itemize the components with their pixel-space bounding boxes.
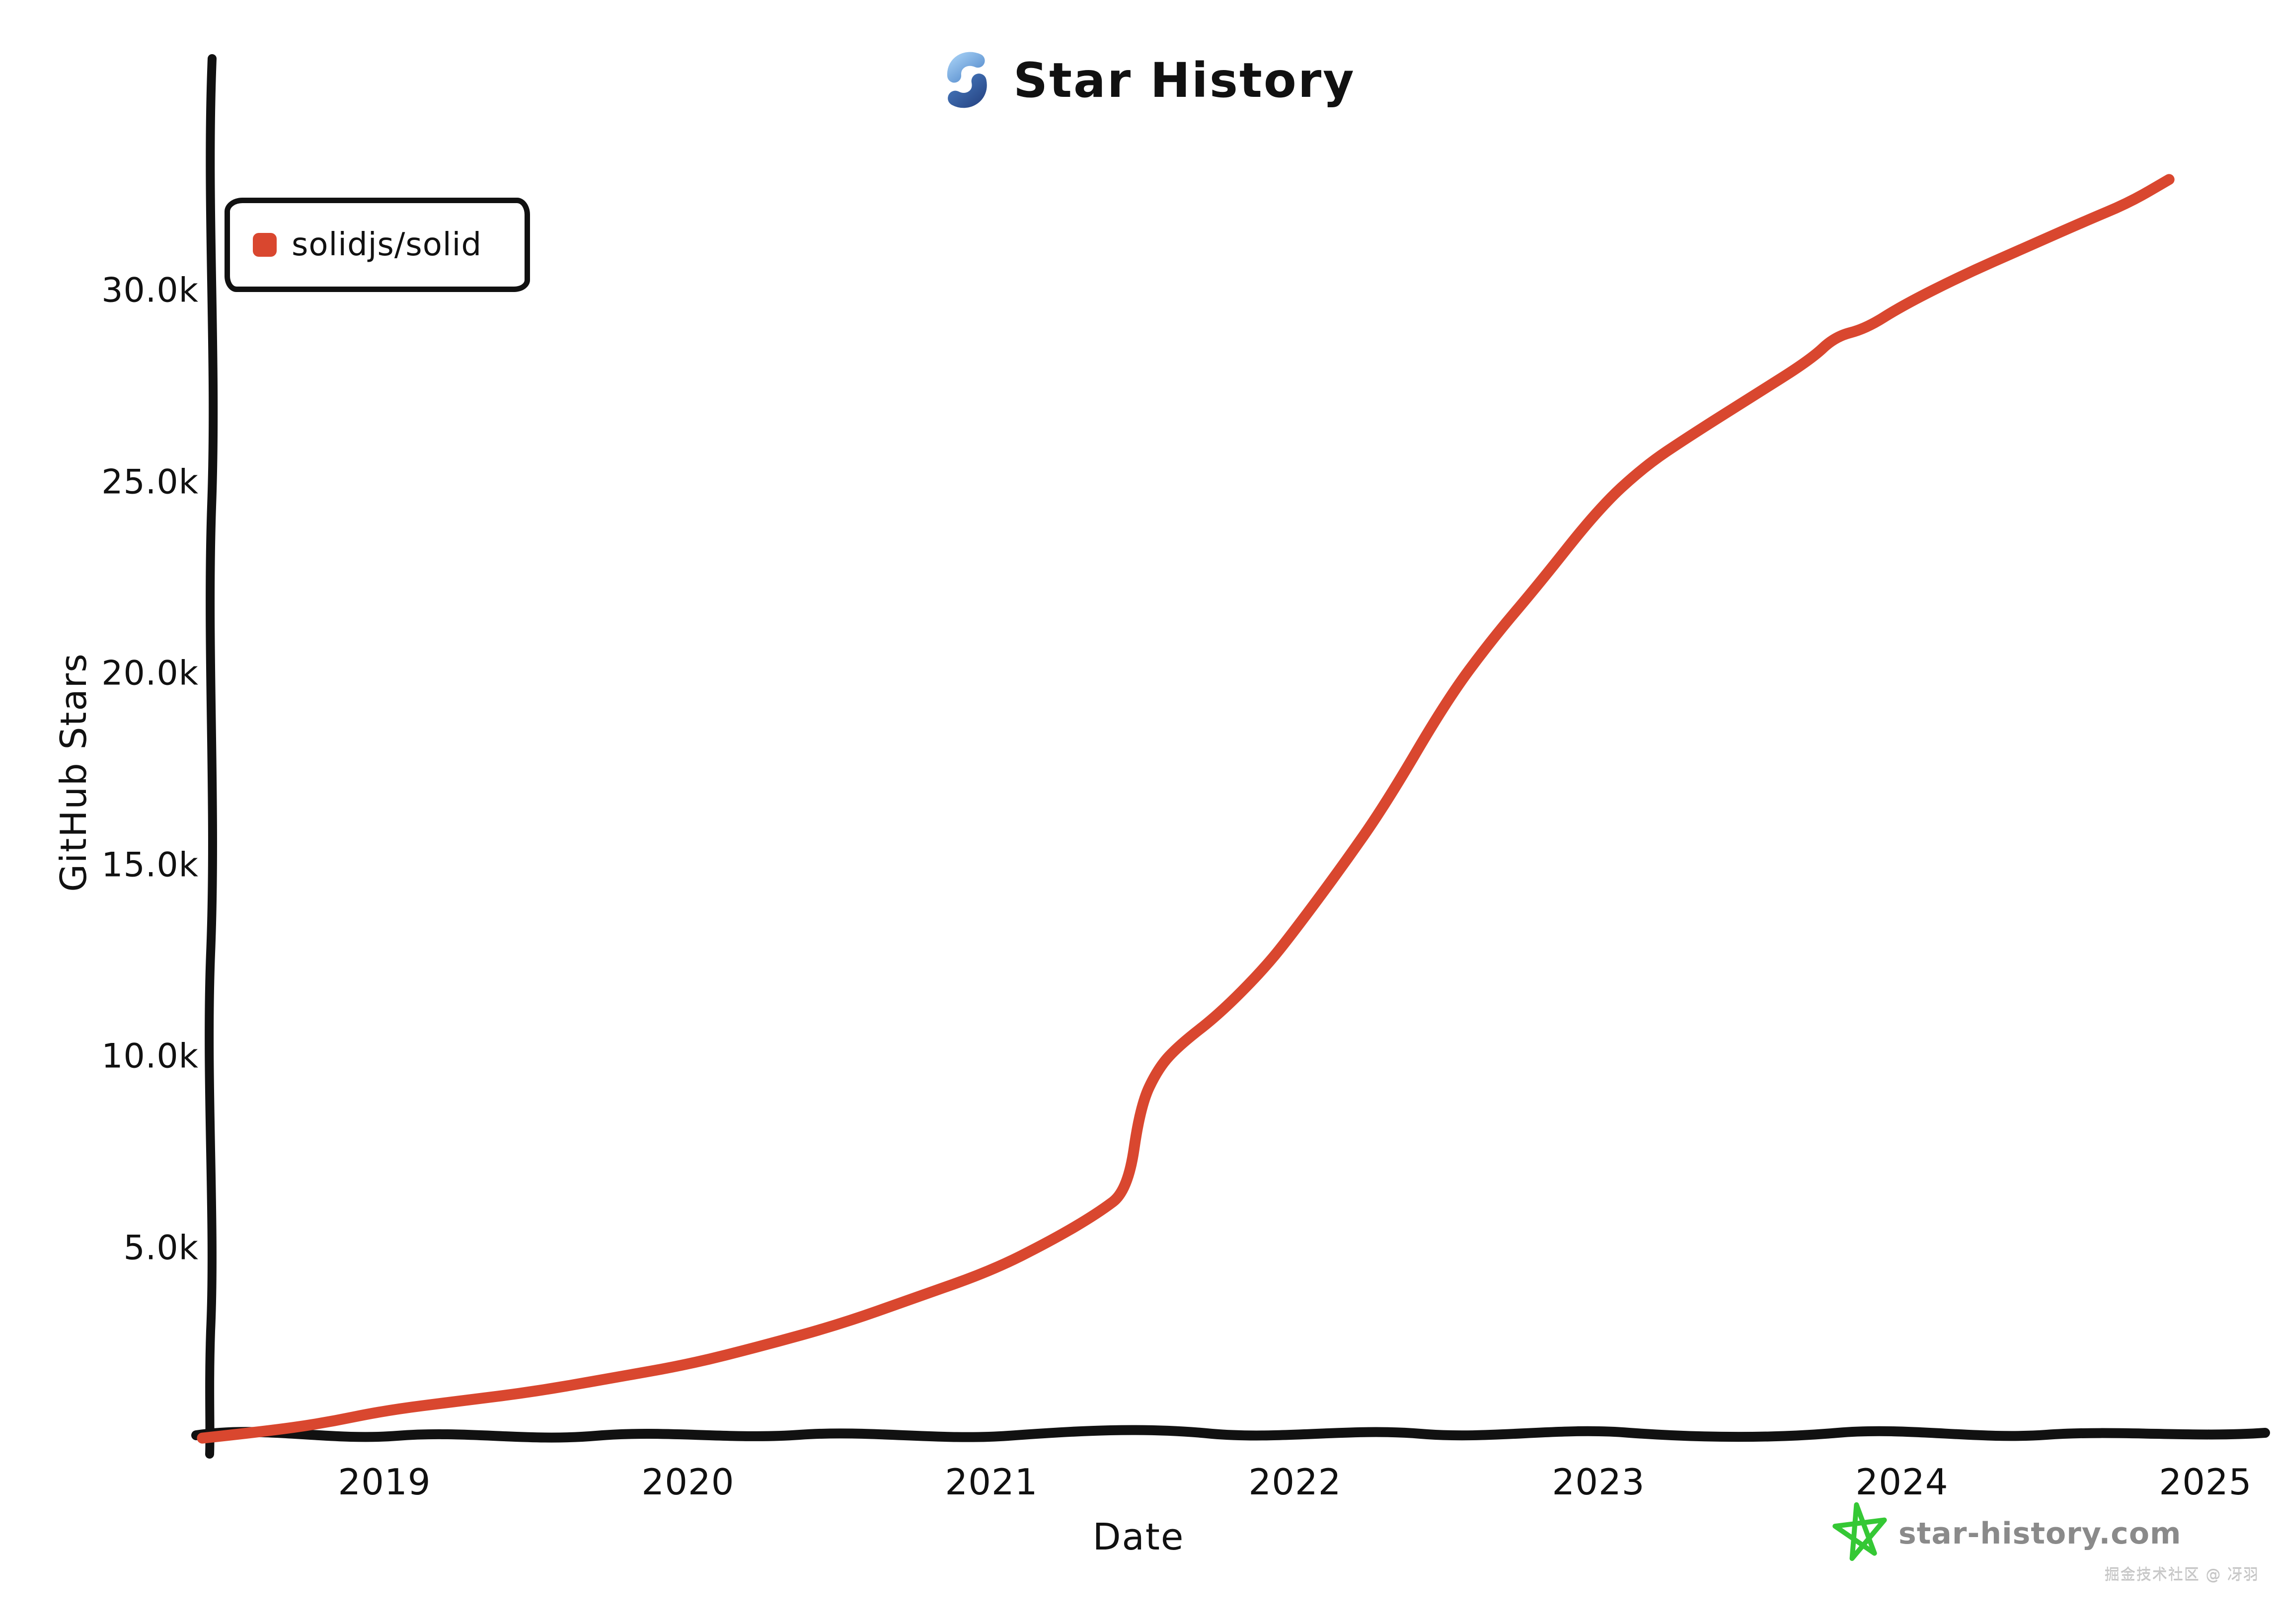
x-tick-2020: 2020: [641, 1461, 735, 1503]
logo-bottom-ribbon: [948, 74, 987, 108]
page-title: Star History: [1013, 53, 1356, 108]
y-axis-title: GitHub Stars: [53, 653, 94, 892]
star-icon[interactable]: [1829, 1501, 1891, 1563]
x-tick-2019: 2019: [338, 1461, 431, 1503]
y-tick-25.0k: 25.0k: [101, 462, 199, 502]
x-tick-2023: 2023: [1552, 1461, 1645, 1503]
x-tick-2025: 2025: [2159, 1461, 2252, 1503]
y-tick-5.0k: 5.0k: [123, 1228, 199, 1267]
x-axis-title: Date: [1092, 1516, 1185, 1558]
watermark: 掘金技术社区 @ 冴羽: [2104, 1566, 2259, 1584]
y-tick-20.0k: 20.0k: [101, 654, 199, 693]
star-history-logo: [947, 52, 987, 108]
x-tick-2024: 2024: [1855, 1461, 1949, 1503]
y-tick-30.0k: 30.0k: [101, 271, 199, 310]
site-link[interactable]: star-history.com: [1898, 1516, 2182, 1551]
legend[interactable]: solidjs/solid: [225, 198, 530, 292]
y-tick-10.0k: 10.0k: [101, 1036, 199, 1076]
y-axis-line: [205, 54, 218, 1459]
x-tick-2022: 2022: [1248, 1461, 1342, 1503]
x-tick-2021: 2021: [945, 1461, 1038, 1503]
logo-top-ribbon: [947, 52, 985, 83]
x-axis-line: [191, 1425, 2270, 1443]
star-icon-path: [1832, 1502, 1887, 1561]
series-line-solidjs-solid[interactable]: [197, 174, 2175, 1444]
legend-marker: [253, 233, 277, 257]
legend-label: solidjs/solid: [292, 226, 482, 263]
y-tick-15.0k: 15.0k: [101, 845, 199, 885]
